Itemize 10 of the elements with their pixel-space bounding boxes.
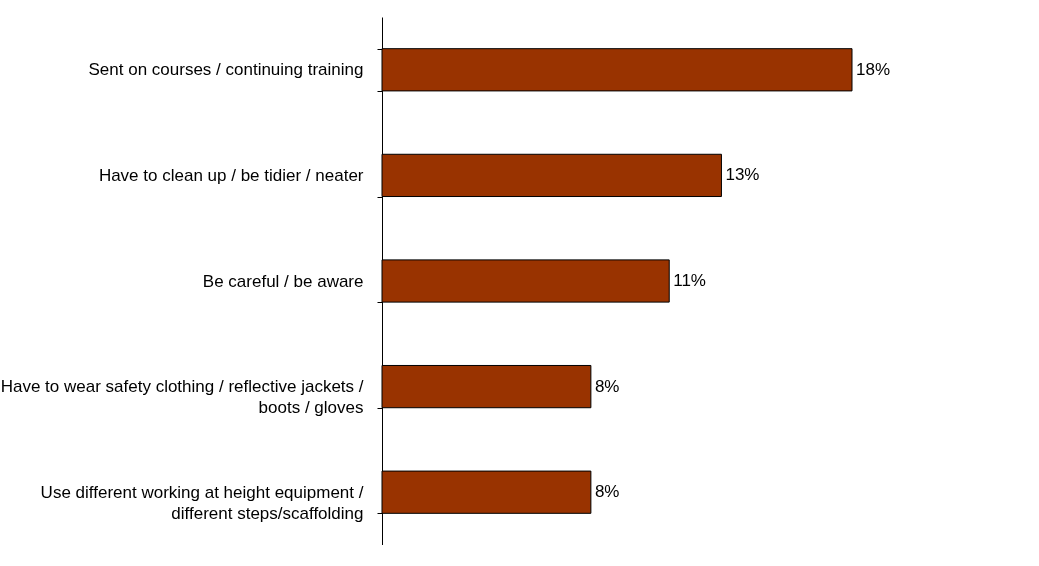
y-tick-label: Be careful / be aware xyxy=(202,271,364,291)
y-tick-label: Use different working at height equipment / different steps/scaffolding xyxy=(40,482,364,523)
data-label: 18% xyxy=(856,59,891,79)
data-label: 11% xyxy=(673,271,706,290)
y-tick-label: Have to wear safety clothing / reflective jackets / boots / gloves xyxy=(0,377,364,418)
data-label: 8% xyxy=(594,376,620,396)
data-label: 13% xyxy=(725,165,760,185)
data-label: 8% xyxy=(594,482,620,502)
y-tick-label: Have to clean up / be tidier / neater xyxy=(98,165,364,185)
y-tick-label: Sent on courses / continuing training xyxy=(88,60,364,80)
